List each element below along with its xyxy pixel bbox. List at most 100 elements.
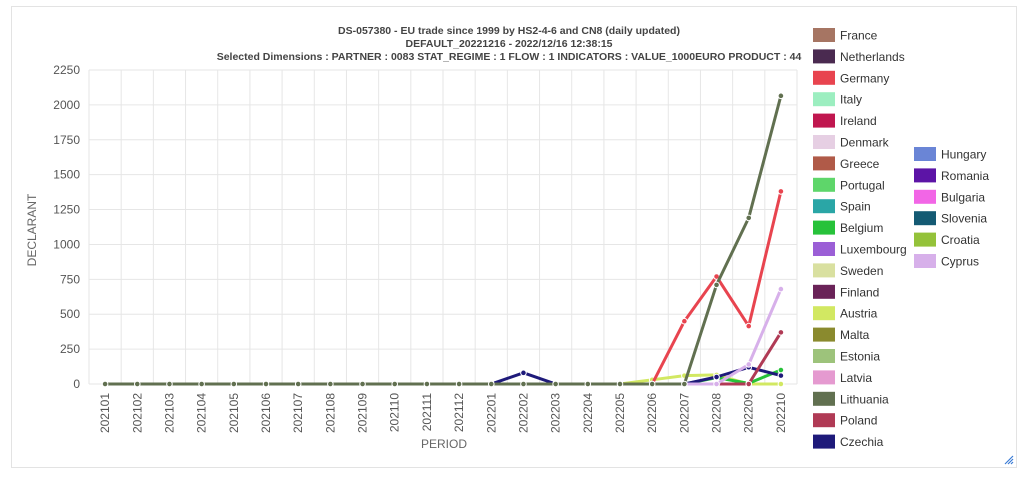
legend-item-netherlands[interactable]: Netherlands xyxy=(813,49,905,64)
legend-label: Cyprus xyxy=(941,255,979,269)
legend-item-estonia[interactable]: Estonia xyxy=(813,349,880,364)
data-point xyxy=(777,329,785,336)
legend-label: France xyxy=(840,29,878,43)
data-point xyxy=(713,373,720,381)
series-lithuania xyxy=(101,92,785,388)
legend-swatch xyxy=(813,284,835,299)
y-axis-title: DECLARANT xyxy=(25,193,39,266)
y-tick-label: 750 xyxy=(60,272,80,286)
legend-swatch xyxy=(813,28,835,42)
legend-swatch xyxy=(914,254,936,268)
legend-item-croatia[interactable]: Croatia xyxy=(914,232,980,248)
legend-item-italy[interactable]: Italy xyxy=(813,92,862,107)
line-chart: DS-057380 - EU trade since 1999 by HS2-4… xyxy=(25,25,989,451)
legend[interactable]: France Netherlands Germany Italy Ireland Denm… xyxy=(813,28,989,449)
series-line xyxy=(105,95,783,386)
data-point xyxy=(359,380,366,388)
data-point xyxy=(745,322,753,330)
data-point xyxy=(133,380,141,388)
legend-label: Luxembourg xyxy=(840,243,907,257)
legend-swatch xyxy=(914,211,936,226)
legend-item-malta[interactable]: Malta xyxy=(813,327,870,343)
legend-label: Austria xyxy=(840,307,878,321)
legend-label: Croatia xyxy=(941,233,980,247)
legend-item-france[interactable]: France xyxy=(813,28,878,43)
x-axis: 202101 202102 202103 202104 202105 202106 2021… xyxy=(98,393,788,433)
x-tick-label: 202208 xyxy=(710,393,724,433)
legend-item-hungary[interactable]: Hungary xyxy=(914,147,986,162)
legend-item-latvia[interactable]: Latvia xyxy=(813,370,872,385)
legend-item-denmark[interactable]: Denmark xyxy=(813,135,890,150)
data-point xyxy=(681,380,688,388)
legend-label: Czechia xyxy=(840,435,884,449)
x-tick-label: 202108 xyxy=(323,393,337,433)
x-tick-label: 202206 xyxy=(645,393,659,433)
legend-swatch xyxy=(813,263,835,278)
x-tick-label: 202209 xyxy=(742,393,756,433)
legend-item-finland[interactable]: Finland xyxy=(813,284,879,300)
legend-item-slovenia[interactable]: Slovenia xyxy=(914,211,987,226)
legend-item-spain[interactable]: Spain xyxy=(813,199,871,214)
legend-label: Lithuania xyxy=(840,392,889,406)
legend-swatch xyxy=(813,177,835,192)
legend-label: Malta xyxy=(840,328,870,342)
data-point xyxy=(584,380,592,388)
series xyxy=(101,92,785,388)
legend-label: Netherlands xyxy=(840,50,905,64)
y-tick-label: 250 xyxy=(60,342,80,356)
chart-title: DS-057380 - EU trade since 1999 by HS2-4… xyxy=(338,25,680,37)
legend-item-austria[interactable]: Austria xyxy=(813,306,878,321)
legend-item-czechia[interactable]: Czechia xyxy=(813,434,884,450)
legend-item-luxembourg[interactable]: Luxembourg xyxy=(813,242,907,257)
y-tick-label: 1000 xyxy=(53,237,80,251)
data-point xyxy=(713,281,720,289)
data-point xyxy=(777,372,785,379)
legend-swatch xyxy=(813,349,835,363)
legend-swatch xyxy=(914,232,936,247)
x-tick-label: 202102 xyxy=(130,393,144,433)
resize-handle-icon[interactable] xyxy=(1004,455,1014,465)
chart-subtitle: DEFAULT_20221216 - 2022/12/16 12:38:15 xyxy=(405,38,612,50)
data-point xyxy=(327,380,334,388)
x-tick-label: 202105 xyxy=(227,393,241,433)
legend-item-lithuania[interactable]: Lithuania xyxy=(813,391,889,407)
x-tick-label: 202204 xyxy=(581,393,595,433)
legend-swatch xyxy=(813,391,835,406)
legend-item-cyprus[interactable]: Cyprus xyxy=(914,254,979,269)
legend-item-romania[interactable]: Romania xyxy=(914,168,989,183)
x-tick-label: 202112 xyxy=(452,393,466,432)
data-point xyxy=(423,380,431,388)
x-tick-label: 202110 xyxy=(388,393,402,432)
data-point xyxy=(552,380,559,388)
legend-item-poland[interactable]: Poland xyxy=(813,413,877,428)
data-point xyxy=(745,380,753,388)
y-tick-label: 1750 xyxy=(53,133,80,147)
data-point xyxy=(262,380,270,388)
legend-item-greece[interactable]: Greece xyxy=(813,156,880,171)
data-point xyxy=(745,214,753,222)
y-tick-label: 500 xyxy=(60,307,80,321)
data-point xyxy=(487,380,495,388)
legend-swatch xyxy=(813,49,835,64)
legend-swatch xyxy=(914,189,936,204)
data-point xyxy=(166,380,173,388)
legend-item-ireland[interactable]: Ireland xyxy=(813,113,877,129)
legend-item-portugal[interactable]: Portugal xyxy=(813,177,885,193)
legend-item-sweden[interactable]: Sweden xyxy=(813,263,883,278)
legend-label: Germany xyxy=(840,71,889,85)
data-point xyxy=(101,380,109,388)
legend-label: Sweden xyxy=(840,264,883,278)
legend-swatch xyxy=(813,92,835,107)
legend-label: Latvia xyxy=(840,371,872,385)
legend-label: Romania xyxy=(941,169,989,183)
legend-label: Finland xyxy=(840,285,879,299)
x-tick-label: 202103 xyxy=(162,393,176,433)
legend-item-belgium[interactable]: Belgium xyxy=(813,220,883,236)
data-point xyxy=(294,380,302,388)
chart-dimensions: Selected Dimensions : PARTNER : 0083 STA… xyxy=(217,51,802,63)
legend-item-bulgaria[interactable]: Bulgaria xyxy=(914,189,985,205)
legend-label: Ireland xyxy=(840,114,877,128)
x-tick-label: 202101 xyxy=(98,393,112,433)
legend-item-germany[interactable]: Germany xyxy=(813,70,889,86)
x-tick-label: 202207 xyxy=(677,393,691,433)
